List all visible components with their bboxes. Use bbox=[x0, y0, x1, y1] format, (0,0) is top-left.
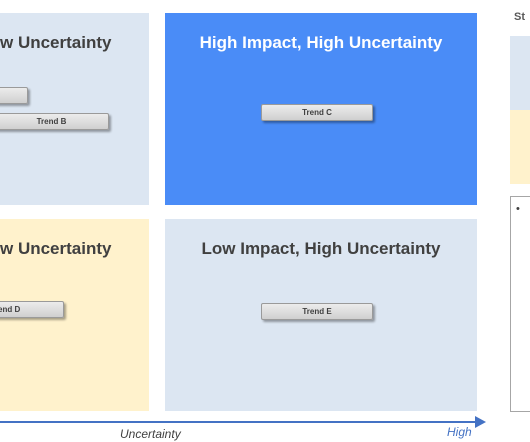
trend-d-card[interactable]: end D bbox=[0, 301, 64, 318]
quadrant-bottom-right-title: Low Impact, High Uncertainty bbox=[201, 239, 441, 258]
quadrant-top-left-title: w Uncertainty bbox=[0, 33, 112, 52]
trend-e-card[interactable]: Trend E bbox=[261, 303, 373, 320]
quadrant-bottom-right: Low Impact, High Uncertainty Trend E bbox=[165, 219, 477, 411]
side-panel-title: St bbox=[514, 11, 525, 23]
trend-b-card[interactable]: Trend B bbox=[0, 113, 109, 130]
quadrant-top-right: High Impact, High Uncertainty Trend C bbox=[165, 13, 477, 205]
quadrant-bottom-left: w Uncertainty end D bbox=[0, 219, 149, 411]
quadrant-top-left: w Uncertainty Trend B bbox=[0, 13, 149, 205]
axis-high-label: High bbox=[447, 425, 472, 439]
quadrant-top-right-title: High Impact, High Uncertainty bbox=[199, 33, 443, 52]
side-notes-box: • bbox=[510, 196, 530, 412]
side-legend-yellow bbox=[510, 110, 530, 184]
uncertainty-axis-line bbox=[0, 421, 476, 423]
quadrant-bottom-left-title: w Uncertainty bbox=[0, 239, 112, 258]
bullet-icon: • bbox=[516, 203, 520, 215]
uncertainty-axis-label: Uncertainty bbox=[120, 427, 181, 441]
axis-arrow-icon bbox=[475, 416, 486, 428]
side-legend-blue bbox=[510, 36, 530, 110]
trend-c-card[interactable]: Trend C bbox=[261, 104, 373, 121]
trend-a-card[interactable] bbox=[0, 87, 28, 104]
